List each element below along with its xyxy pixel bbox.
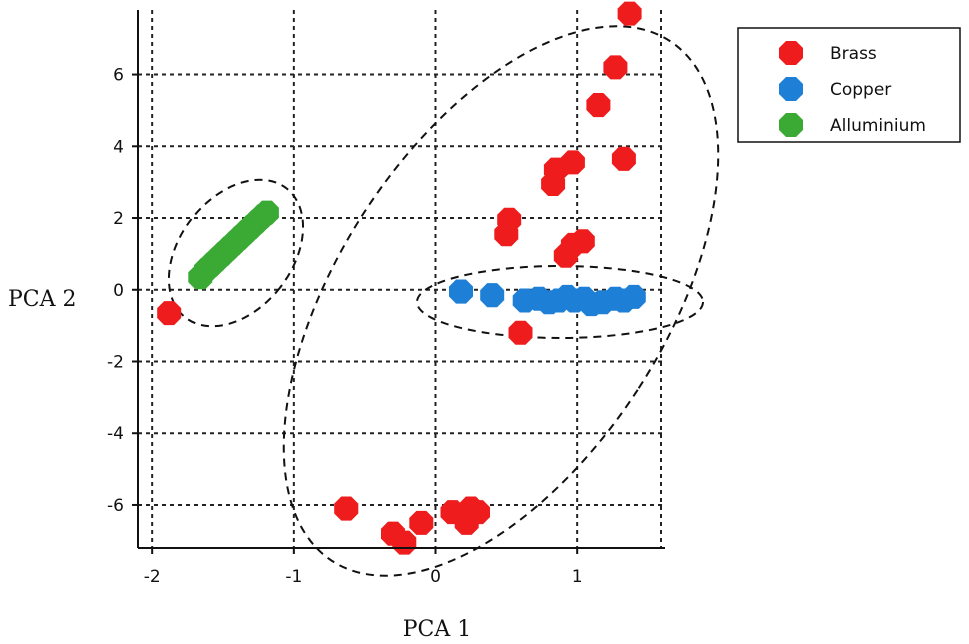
cluster-ellipse: [282, 25, 720, 577]
brass-point: [541, 171, 566, 196]
brass-point: [603, 55, 628, 80]
cluster-ellipses: [167, 25, 720, 577]
y-tick-label: 0: [113, 281, 124, 301]
y-tick-label: -6: [107, 496, 124, 516]
copper-point: [449, 279, 473, 304]
y-tick-label: -4: [107, 424, 124, 444]
brass-point: [553, 243, 578, 268]
legend-marker: [779, 41, 803, 65]
brass-point: [611, 146, 636, 171]
legend-box: [737, 27, 961, 143]
brass-point: [586, 93, 611, 118]
legend-marker: [779, 113, 803, 137]
y-tick-label: -2: [107, 352, 124, 372]
cluster-ellipse: [416, 265, 704, 339]
x-tick-label: 1: [572, 567, 583, 587]
legend-label: Brass: [830, 44, 877, 64]
x-tick-label: 0: [430, 567, 441, 587]
axes: [132, 10, 665, 554]
data-points: [157, 1, 646, 555]
brass-point: [334, 496, 359, 521]
y-tick-label: 4: [113, 137, 124, 157]
brass-point: [508, 320, 533, 345]
legend-label: Copper: [830, 80, 891, 100]
brass-point: [494, 222, 519, 247]
tick-labels: -2 -1 0 1 -6 -4 -2 0 2 4 6: [107, 66, 583, 587]
brass-point: [409, 510, 434, 535]
alluminium-point: [254, 200, 279, 225]
brass-point: [392, 530, 417, 555]
brass-point: [466, 500, 490, 525]
gridlines: [138, 10, 665, 548]
legend-label: Alluminium: [830, 116, 926, 136]
x-axis-title: PCA 1: [403, 617, 472, 642]
x-tick-label: -1: [285, 567, 302, 587]
brass-point: [157, 301, 182, 326]
legend: Brass Copper Alluminium: [737, 27, 961, 143]
y-axis-title: PCA 2: [8, 287, 77, 312]
brass-point: [570, 229, 595, 254]
legend-marker: [779, 77, 803, 101]
copper-point: [480, 283, 505, 308]
cluster-ellipse: [167, 178, 305, 328]
y-tick-label: 6: [113, 66, 124, 86]
y-tick-label: 2: [113, 209, 124, 229]
copper-point: [621, 284, 646, 309]
brass-point: [617, 1, 642, 26]
x-tick-label: -2: [144, 567, 161, 587]
